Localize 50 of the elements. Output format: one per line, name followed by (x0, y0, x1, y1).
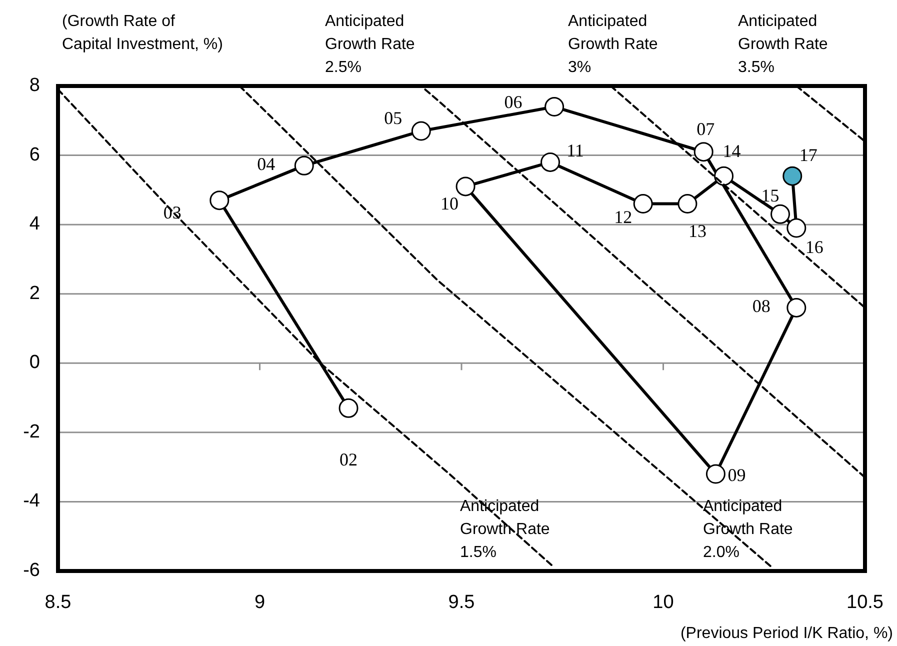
point (633, 194, 653, 214)
y-axis-title: (Growth Rate of Capital Investment, %) (62, 13, 223, 54)
y-tick-label: 2 (29, 282, 40, 304)
x-tick-label: 10.5 (846, 592, 884, 614)
x-tick-label: 8.5 (44, 592, 72, 614)
point (456, 176, 476, 196)
annotation: 11 (566, 140, 584, 160)
point (210, 190, 230, 210)
text: Anticipated Growth Rate 2.5% (325, 13, 415, 76)
point (786, 218, 806, 238)
point (544, 97, 564, 117)
point (706, 464, 726, 484)
annotation: 06 (504, 92, 522, 112)
annotation: 08 (752, 296, 770, 316)
point (411, 121, 431, 141)
annotation: 17 (799, 145, 818, 166)
annotation: 05 (384, 108, 402, 128)
text: Anticipated Growth Rate 3% (568, 13, 658, 76)
annotation: 10 (440, 194, 459, 214)
annotation: 13 (688, 220, 706, 241)
annotation: 12 (614, 206, 632, 227)
annotation: 07 (696, 118, 715, 139)
point (782, 166, 802, 186)
y-tick-label: -2 (23, 421, 40, 442)
x-tick-label: 9.5 (448, 592, 475, 614)
point (714, 166, 734, 186)
point (338, 398, 358, 418)
x-axis-title: (Previous Period I/K Ratio, %) (680, 625, 893, 642)
annotation: 16 (805, 237, 824, 258)
text: Anticipated Growth Rate 3.5% (738, 13, 828, 76)
y-tick-label: -4 (23, 490, 40, 512)
y-tick-label: 8 (29, 75, 40, 96)
point (678, 194, 698, 214)
annotation: 15 (761, 185, 780, 206)
annotation: 02 (340, 449, 358, 470)
x-tick-label: 10 (652, 592, 674, 614)
y-tick-label: 4 (29, 214, 40, 235)
y-tick-label: 6 (29, 144, 40, 166)
point (694, 142, 714, 162)
annotation: 09 (728, 465, 746, 486)
x-tick-label: 9 (254, 592, 266, 614)
point (540, 152, 560, 172)
y-tick-label: 0 (29, 352, 40, 374)
point (770, 204, 790, 224)
y-tick-label: -6 (23, 560, 40, 582)
annotation: Anticipated Growth Rate 1.5% (460, 498, 550, 562)
point (294, 156, 314, 176)
annotation: 04 (257, 154, 276, 174)
annotation: 14 (722, 141, 741, 162)
point (786, 298, 806, 318)
